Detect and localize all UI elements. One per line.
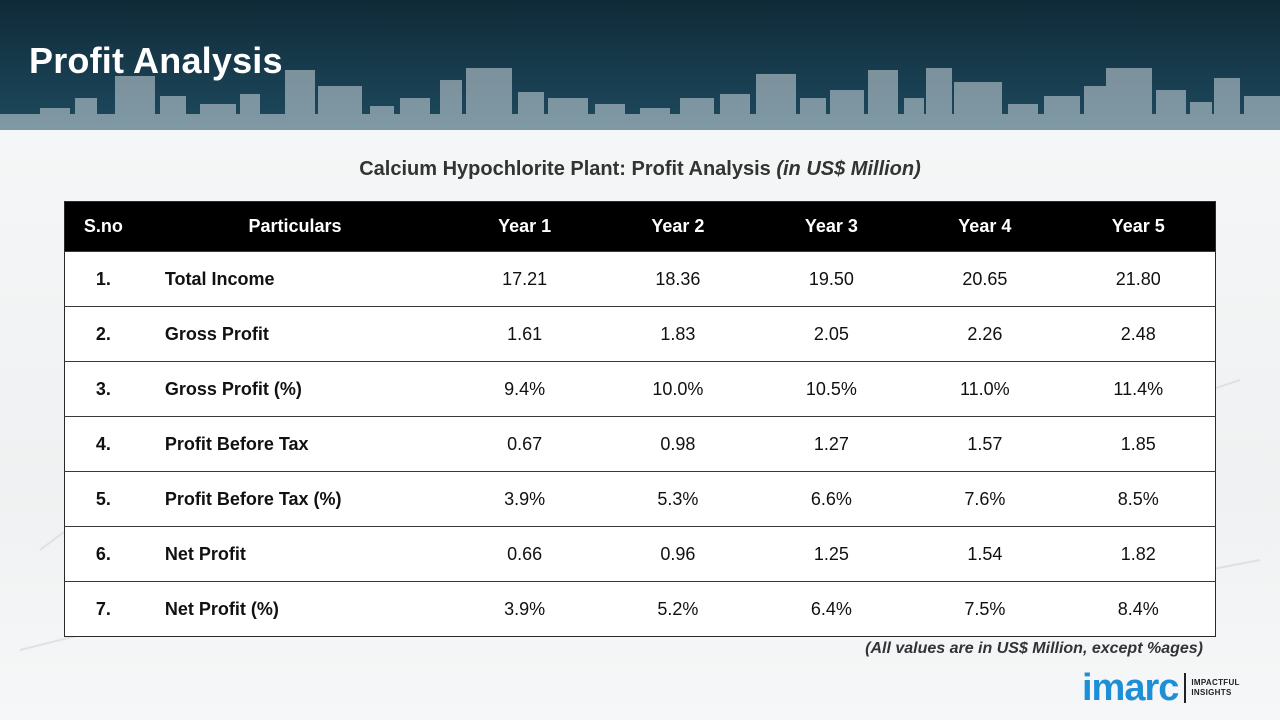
header-banner: Profit Analysis (0, 0, 1280, 130)
cell-year-4: 7.6% (908, 471, 1062, 527)
cell-year-5: 1.85 (1061, 416, 1216, 472)
row-label: Gross Profit (%) (141, 361, 449, 417)
cell-year-5: 21.80 (1061, 251, 1216, 307)
cell-year-5: 2.48 (1061, 306, 1216, 362)
column-header-year-2: Year 2 (601, 201, 755, 252)
cell-year-1: 3.9% (448, 471, 602, 527)
cell-year-4: 1.54 (908, 526, 1062, 582)
row-sno: 4. (64, 416, 142, 472)
cell-year-3: 1.25 (754, 526, 909, 582)
row-sno: 5. (64, 471, 142, 527)
cell-year-3: 6.6% (754, 471, 909, 527)
table-row: 6. Net Profit 0.66 0.96 1.25 1.54 1.82 (64, 526, 1216, 582)
table-title-unit: (in US$ Million) (776, 158, 921, 180)
row-label: Net Profit (141, 526, 449, 582)
row-label: Gross Profit (141, 306, 449, 362)
cell-year-5: 11.4% (1061, 361, 1216, 417)
cell-year-4: 11.0% (908, 361, 1062, 417)
table-row: 1. Total Income 17.21 18.36 19.50 20.65 … (64, 251, 1216, 307)
table-row: 7. Net Profit (%) 3.9% 5.2% 6.4% 7.5% 8.… (64, 581, 1216, 637)
table-header-row: S.no Particulars Year 1 Year 2 Year 3 Ye… (64, 201, 1216, 252)
row-sno: 6. (64, 526, 142, 582)
city-skyline-illustration (0, 68, 1280, 130)
table-row: 5. Profit Before Tax (%) 3.9% 5.3% 6.6% … (64, 471, 1216, 527)
column-header-particulars: Particulars (141, 201, 449, 252)
column-header-sno: S.no (64, 201, 142, 252)
table-title: Calcium Hypochlorite Plant: Profit Analy… (0, 158, 1280, 181)
table-title-main: Calcium Hypochlorite Plant: Profit Analy… (359, 158, 771, 180)
cell-year-1: 0.67 (448, 416, 602, 472)
logo-wordmark: imarc (1082, 667, 1179, 709)
logo-tagline-line-1: IMPACTFUL (1191, 678, 1240, 687)
cell-year-5: 8.4% (1061, 581, 1216, 637)
logo-tagline-line-2: INSIGHTS (1191, 688, 1232, 697)
cell-year-5: 8.5% (1061, 471, 1216, 527)
row-label: Profit Before Tax (%) (141, 471, 449, 527)
table-row: 3. Gross Profit (%) 9.4% 10.0% 10.5% 11.… (64, 361, 1216, 417)
row-label: Net Profit (%) (141, 581, 449, 637)
page-title: Profit Analysis (29, 40, 283, 81)
cell-year-1: 9.4% (448, 361, 602, 417)
row-label: Profit Before Tax (141, 416, 449, 472)
cell-year-4: 20.65 (908, 251, 1062, 307)
cell-year-3: 10.5% (754, 361, 909, 417)
column-header-year-5: Year 5 (1061, 201, 1216, 252)
cell-year-2: 0.98 (601, 416, 755, 472)
cell-year-3: 1.27 (754, 416, 909, 472)
cell-year-4: 1.57 (908, 416, 1062, 472)
cell-year-2: 10.0% (601, 361, 755, 417)
row-label: Total Income (141, 251, 449, 307)
cell-year-1: 0.66 (448, 526, 602, 582)
table-row: 2. Gross Profit 1.61 1.83 2.05 2.26 2.48 (64, 306, 1216, 362)
logo-divider (1184, 673, 1187, 703)
cell-year-1: 17.21 (448, 251, 602, 307)
row-sno: 2. (64, 306, 142, 362)
cell-year-2: 1.83 (601, 306, 755, 362)
cell-year-1: 3.9% (448, 581, 602, 637)
row-sno: 7. (64, 581, 142, 637)
column-header-year-4: Year 4 (908, 201, 1062, 252)
cell-year-2: 18.36 (601, 251, 755, 307)
logo-tagline: IMPACTFUL INSIGHTS (1191, 678, 1239, 698)
cell-year-2: 0.96 (601, 526, 755, 582)
cell-year-3: 6.4% (754, 581, 909, 637)
cell-year-3: 19.50 (754, 251, 909, 307)
cell-year-4: 7.5% (908, 581, 1062, 637)
table-row: 4. Profit Before Tax 0.67 0.98 1.27 1.57… (64, 416, 1216, 472)
row-sno: 3. (64, 361, 142, 417)
cell-year-1: 1.61 (448, 306, 602, 362)
footnote: (All values are in US$ Million, except %… (865, 640, 1203, 657)
column-header-year-3: Year 3 (754, 201, 909, 252)
cell-year-5: 1.82 (1061, 526, 1216, 582)
cell-year-3: 2.05 (754, 306, 909, 362)
imarc-logo: imarc IMPACTFUL INSIGHTS (1082, 667, 1240, 709)
cell-year-2: 5.2% (601, 581, 755, 637)
cell-year-4: 2.26 (908, 306, 1062, 362)
row-sno: 1. (64, 251, 142, 307)
column-header-year-1: Year 1 (448, 201, 602, 252)
cell-year-2: 5.3% (601, 471, 755, 527)
profit-analysis-table: S.no Particulars Year 1 Year 2 Year 3 Ye… (64, 201, 1216, 637)
